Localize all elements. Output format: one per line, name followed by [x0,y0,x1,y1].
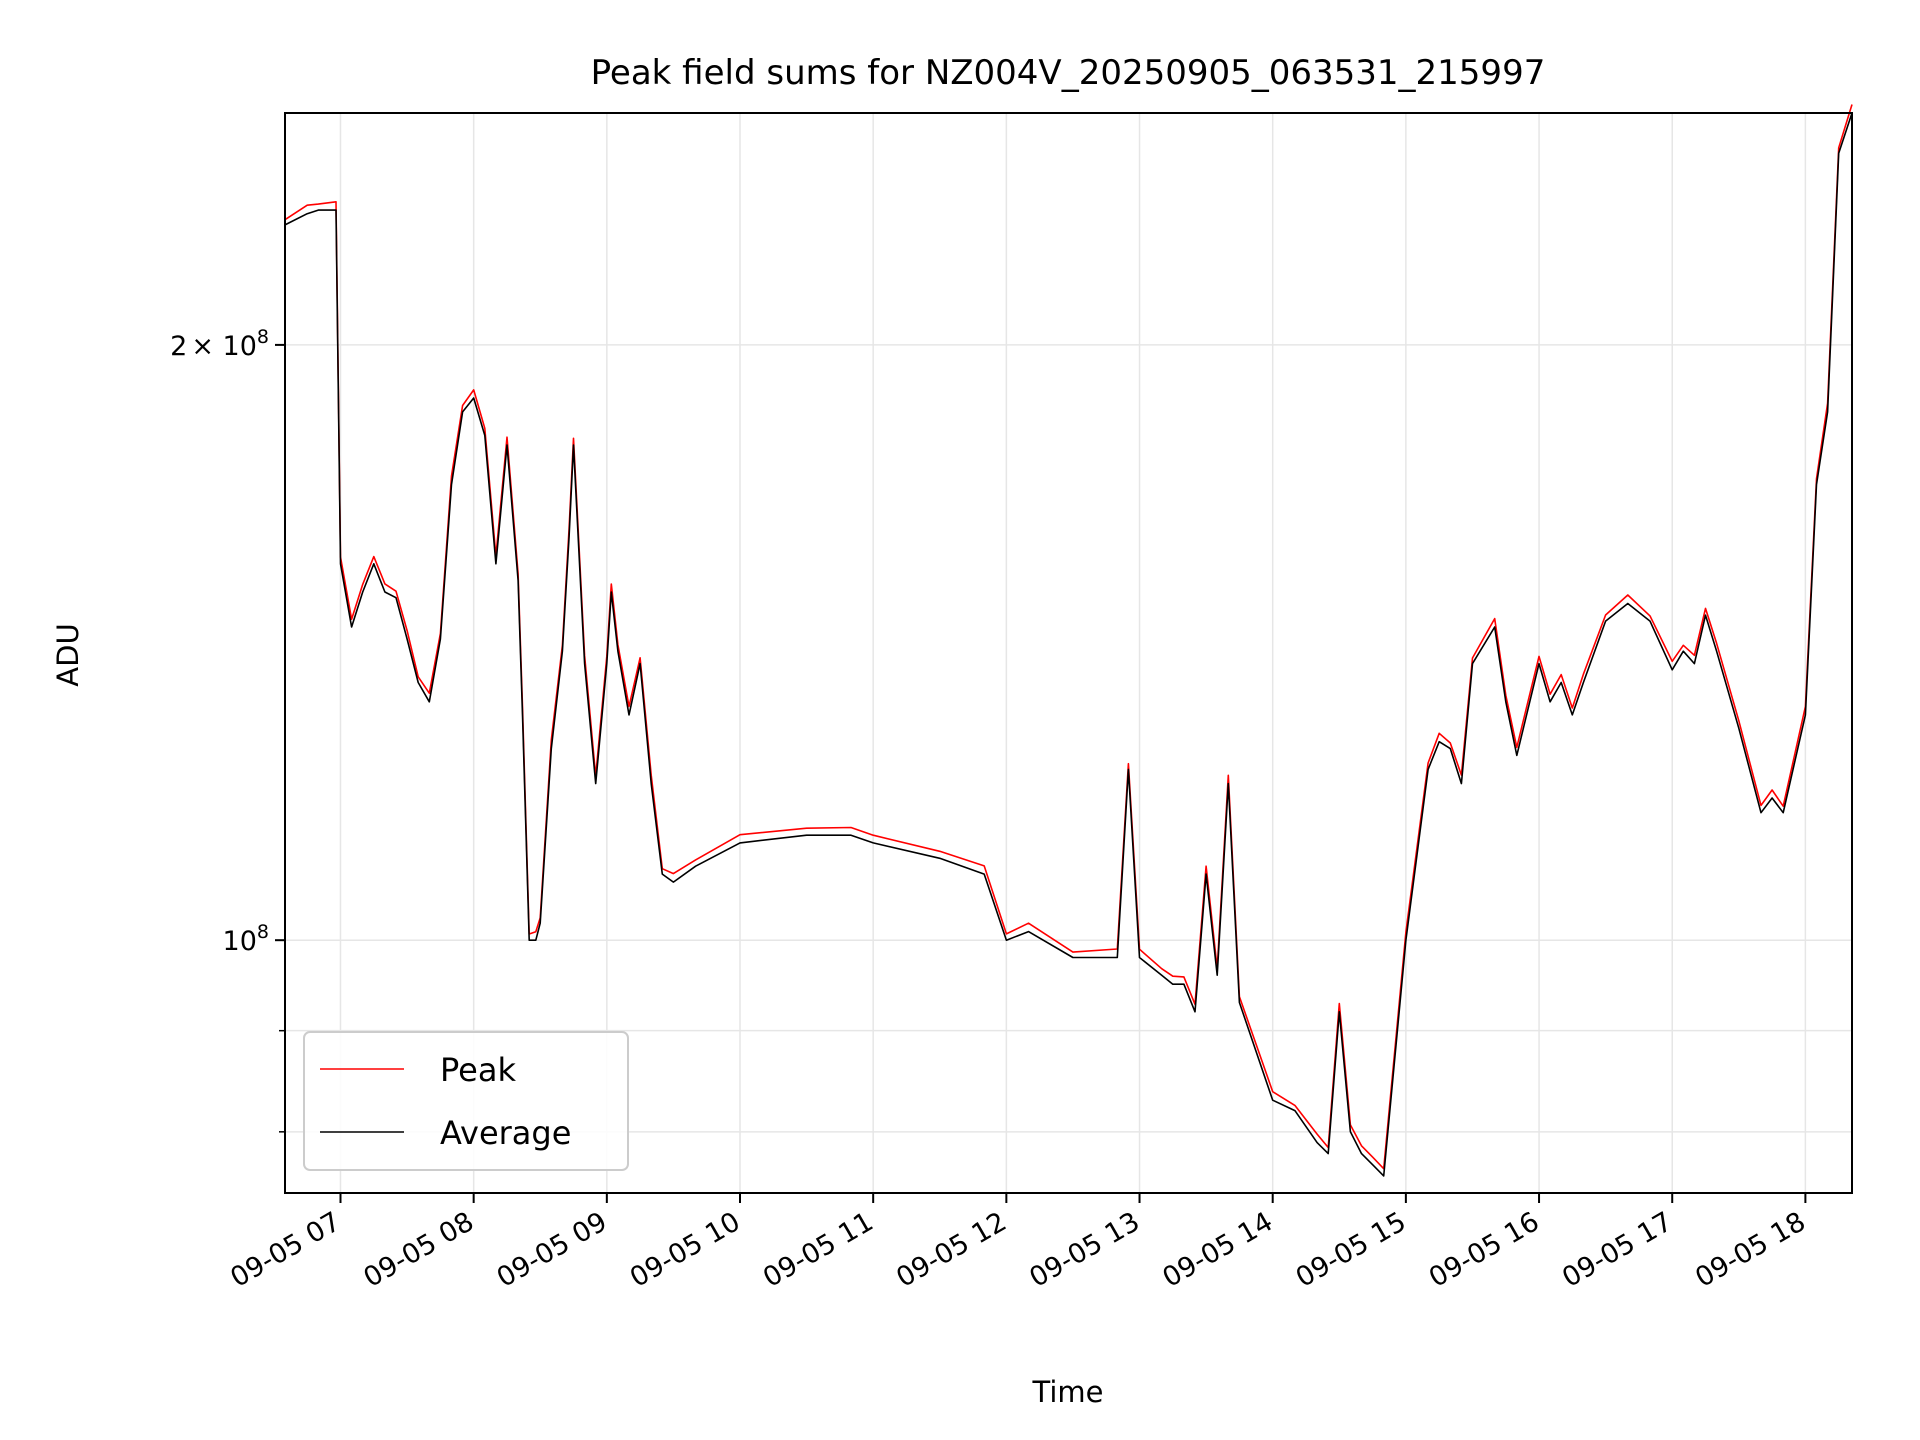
y-tick-times: × [191,331,214,362]
y-tick-exp: 8 [257,921,269,943]
x-axis-label: Time [1032,1375,1104,1409]
y-tick-label: 2 × 108 [170,326,269,362]
legend-label-average: Average [440,1114,571,1152]
grid [285,113,1852,1193]
legend: Peak Average [303,1031,629,1171]
legend-box [303,1031,629,1171]
legend-label-peak: Peak [440,1051,516,1089]
y-tick-mantissa: 2 [170,331,187,362]
plot-area [284,104,1853,1177]
y-tick-exp: 8 [257,326,269,348]
y-tick-base: 10 [223,926,257,957]
y-tick-base: 10 [214,331,257,362]
y-tick-label: 108 [223,921,269,957]
y-axis-label: ADU [51,623,85,686]
chart-title: Peak field sums for NZ004V_20250905_0635… [591,53,1546,93]
plot-frame [284,112,1853,1194]
series-line-average [284,112,1853,1177]
